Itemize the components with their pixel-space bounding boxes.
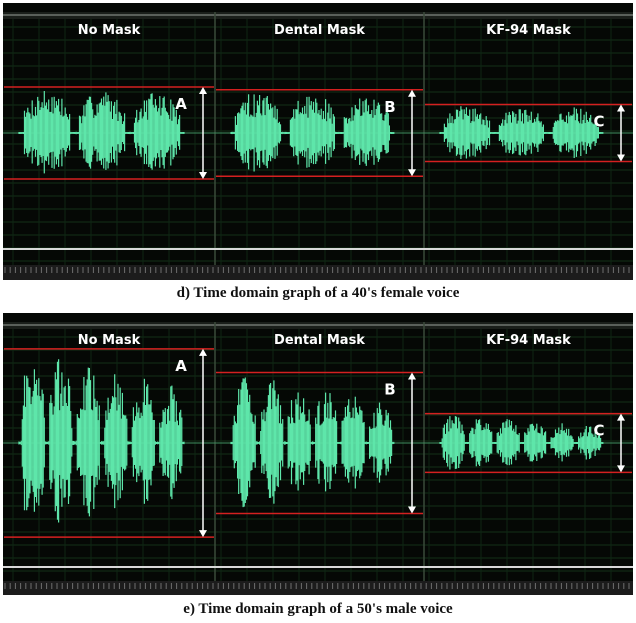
- panel-title: No Mask: [78, 23, 141, 38]
- arrow-head-up: [199, 348, 207, 356]
- caption-female: d) Time domain graph of a 40's female vo…: [176, 285, 460, 301]
- panel-3: KF-94 Mask C: [425, 333, 632, 474]
- amplitude-marker: C: [593, 422, 604, 440]
- panel-2: Dental Mask B: [216, 23, 423, 177]
- amplitude-marker: B: [384, 380, 395, 398]
- arrow-head-up: [408, 372, 416, 380]
- arrow-head-up: [617, 104, 625, 112]
- waveform: [18, 91, 185, 174]
- arrow-head-down: [408, 506, 416, 514]
- waveform: [18, 359, 185, 523]
- amplitude-marker: A: [175, 357, 187, 375]
- arrow-head-down: [199, 530, 207, 538]
- amplitude-marker: B: [384, 98, 395, 116]
- amplitude-marker: A: [175, 95, 187, 113]
- panel-1: No Mask A: [4, 333, 214, 538]
- panel-title: No Mask: [78, 333, 141, 348]
- figure-male-50s: No Mask A Dental Mask B KF-94 Mask C: [3, 313, 633, 595]
- waveform: [230, 377, 395, 508]
- time-ruler: [3, 265, 633, 280]
- arrow-head-down: [617, 154, 625, 162]
- amplitude-marker: C: [593, 112, 604, 130]
- arrow-head-down: [199, 172, 207, 179]
- arrow-head-down: [617, 465, 625, 473]
- panel-title: Dental Mask: [274, 333, 365, 348]
- waveform-chart-female: No Mask A Dental Mask B KF-94 Mask C: [3, 12, 633, 280]
- waveform: [230, 94, 395, 172]
- caption-male: e) Time domain graph of a 50's male voic…: [183, 601, 453, 617]
- panel-3: KF-94 Mask C: [425, 23, 632, 163]
- arrow-head-up: [199, 87, 207, 94]
- panel-2: Dental Mask B: [216, 333, 423, 515]
- panel-1: No Mask A: [4, 23, 214, 180]
- panel-title: KF-94 Mask: [486, 23, 571, 38]
- panel-title: Dental Mask: [274, 23, 365, 38]
- waveform-chart-male: No Mask A Dental Mask B KF-94 Mask C: [3, 322, 633, 595]
- time-ruler: [3, 581, 633, 595]
- waveform: [439, 106, 604, 159]
- arrow-head-up: [617, 413, 625, 421]
- panel-title: KF-94 Mask: [486, 333, 571, 348]
- arrow-head-up: [408, 89, 416, 97]
- figure-female-40s: No Mask A Dental Mask B KF-94 Mask C: [3, 3, 633, 280]
- arrow-head-down: [408, 169, 416, 177]
- waveform: [439, 416, 604, 470]
